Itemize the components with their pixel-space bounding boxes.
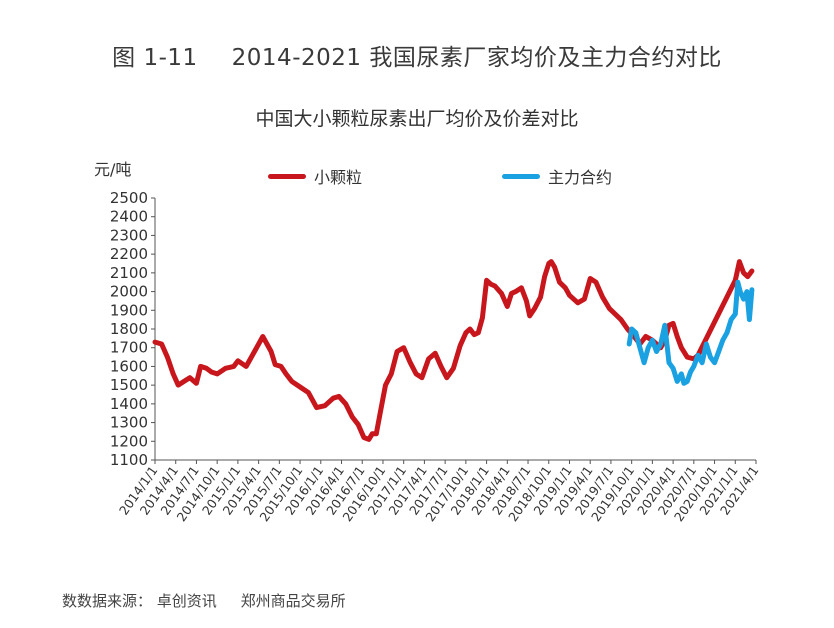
series-line-small-granule [152,259,755,442]
y-tick-label: 1700 [110,339,148,357]
y-axis-unit-label: 元/吨 [94,160,132,179]
series-line-main-contract [626,279,755,386]
y-tick-label: 1100 [110,451,148,469]
y-tick-label: 2000 [110,283,148,301]
legend-label-small-granule: 小颗粒 [314,168,363,187]
figure-number: 图 1-11 [112,45,198,71]
y-tick-label: 2500 [110,189,148,207]
legend-swatch-red [268,173,306,179]
y-tick-label: 1200 [110,432,148,450]
y-tick-label: 2100 [110,264,148,282]
y-tick-label: 2300 [110,226,148,244]
figure-title: 图 1-11 2014-2021 我国尿素厂家均价及主力合约对比 [0,38,834,72]
y-tick-label: 2200 [110,245,148,263]
legend-item-main-contract: 主力合约 [502,166,613,187]
legend-swatch-blue [502,173,540,179]
y-tick-label: 2400 [110,208,148,226]
y-tick-label: 1300 [110,414,148,432]
chart-title: 中国大小颗粒尿素出厂均价及价差对比 [255,108,579,130]
y-tick-label: 1600 [110,357,148,375]
y-tick-label: 1500 [110,376,148,394]
legend-label-main-contract: 主力合约 [548,168,613,187]
y-tick-label: 1900 [110,301,148,319]
figure-title-text: 2014-2021 我国尿素厂家均价及主力合约对比 [231,45,722,71]
source-note: 数数据来源： 卓创资讯 郑州商品交易所 [62,592,346,610]
legend-item-small-granule: 小颗粒 [268,166,363,187]
y-tick-label: 1800 [110,320,148,338]
y-tick-label: 1400 [110,395,148,413]
